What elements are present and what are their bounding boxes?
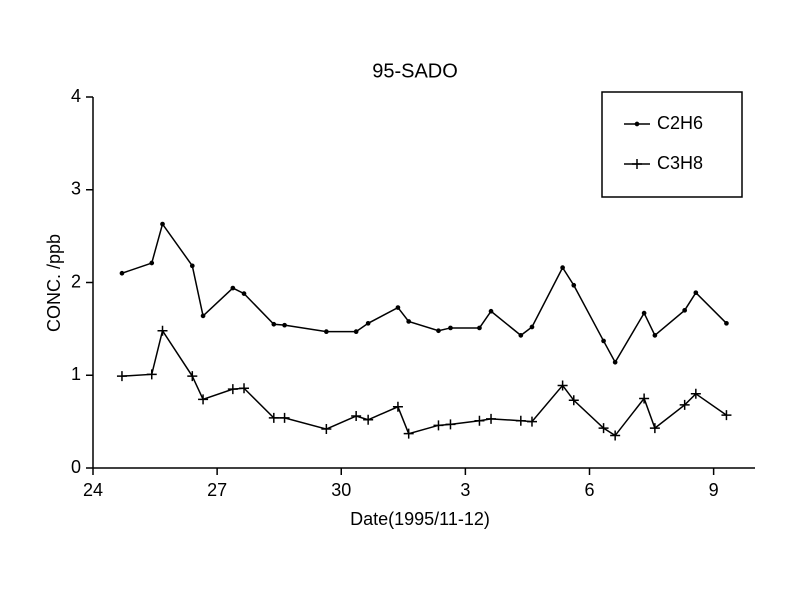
marker: [365, 320, 371, 326]
marker: [560, 265, 565, 271]
marker: [279, 412, 290, 423]
marker: [268, 412, 279, 423]
marker: [601, 338, 606, 344]
marker: [571, 282, 577, 288]
x-tick-label: 27: [207, 480, 227, 500]
marker: [395, 305, 401, 310]
marker: [721, 410, 732, 421]
marker: [353, 329, 359, 335]
marker: [693, 290, 699, 296]
x-tick-label: 30: [331, 480, 351, 500]
marker: [198, 394, 209, 405]
marker: [392, 401, 403, 412]
y-tick-label: 1: [71, 364, 81, 384]
marker: [612, 359, 618, 365]
marker: [682, 307, 688, 313]
marker: [146, 369, 157, 380]
x-axis-label: Date(1995/11-12): [350, 509, 490, 529]
legend-label: C3H8: [657, 153, 703, 173]
marker: [119, 270, 125, 276]
marker: [598, 423, 609, 434]
legend-marker: [634, 121, 640, 127]
marker: [445, 419, 456, 430]
marker: [403, 428, 414, 439]
marker: [149, 260, 155, 266]
marker: [610, 430, 621, 441]
marker: [227, 384, 238, 395]
legend-marker: [632, 159, 642, 169]
marker: [679, 399, 690, 410]
marker: [724, 320, 729, 326]
marker: [448, 325, 453, 331]
marker: [568, 395, 579, 406]
marker: [189, 263, 195, 269]
marker: [282, 322, 287, 328]
marker: [363, 414, 374, 425]
marker: [641, 310, 647, 316]
marker: [557, 380, 568, 391]
marker: [271, 321, 277, 327]
y-tick-label: 2: [71, 271, 81, 291]
x-tick-label: 6: [584, 480, 594, 500]
marker: [157, 325, 168, 336]
y-tick-label: 4: [71, 86, 81, 106]
marker: [116, 371, 127, 382]
marker: [474, 415, 485, 426]
marker: [486, 413, 497, 424]
marker: [239, 383, 250, 394]
legend-box: [601, 91, 743, 198]
x-tick-label: 24: [83, 480, 103, 500]
marker: [652, 333, 658, 338]
x-tick-label: 9: [709, 480, 719, 500]
marker: [321, 424, 332, 435]
marker: [649, 423, 660, 434]
marker: [324, 329, 329, 335]
marker: [351, 411, 362, 422]
marker: [200, 313, 206, 319]
marker: [488, 308, 494, 314]
marker: [187, 371, 198, 382]
marker: [518, 333, 524, 338]
marker: [477, 325, 482, 331]
marker: [515, 415, 526, 426]
x-tick-label: 3: [460, 480, 470, 500]
marker: [639, 393, 650, 404]
y-tick-label: 3: [71, 179, 81, 199]
y-tick-label: 0: [71, 457, 81, 477]
marker: [529, 324, 535, 330]
legend-label: C2H6: [657, 113, 703, 133]
marker: [160, 221, 165, 227]
marker: [690, 388, 701, 399]
chart-title: 95-SADO: [372, 60, 458, 82]
marker: [526, 416, 537, 427]
marker: [436, 328, 441, 334]
marker: [230, 285, 236, 291]
marker: [406, 319, 412, 324]
y-axis-label: CONC. /ppb: [44, 234, 64, 332]
marker: [433, 420, 444, 431]
marker: [241, 291, 247, 296]
